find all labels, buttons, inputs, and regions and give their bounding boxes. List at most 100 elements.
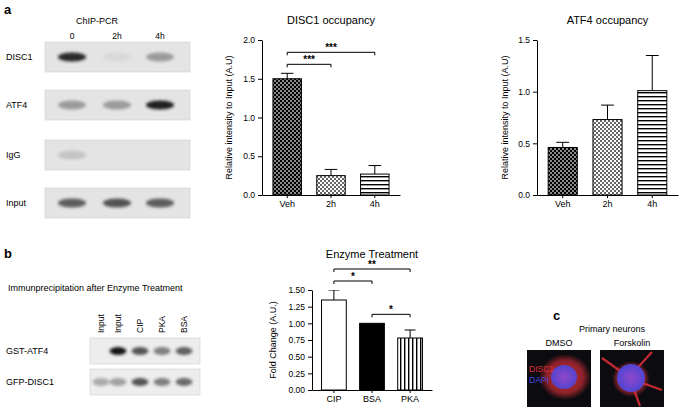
significance-label: * (389, 304, 393, 315)
lane-label: BSA (179, 316, 189, 333)
condition-label: Forskolin (614, 338, 651, 348)
lane-label: 4h (155, 31, 165, 41)
gel-band (176, 347, 193, 355)
y-tick-mark (308, 390, 312, 391)
x-tick: BSA (363, 390, 381, 404)
neurite (602, 352, 662, 406)
panel-label: b (4, 246, 12, 261)
gel-strip (45, 188, 190, 218)
gel-band (58, 199, 86, 208)
y-tick-label: 0.5 (518, 139, 530, 149)
y-tick-label: 1.5 (243, 74, 255, 84)
x-tick: 4h (370, 195, 380, 209)
gel-panel: bImmunprecipitation after Enzyme Treatme… (4, 246, 200, 395)
y-axis: 0.00 0.25 0.50 0.75 1.00 1.25 1.50 (288, 285, 312, 395)
bar (273, 79, 301, 195)
gel-band (154, 378, 171, 386)
y-tick-mark (258, 79, 262, 80)
figure: aChIP-PCR02h4hDISC1ATF4IgGInputbImmunpre… (0, 0, 685, 412)
y-tick-mark (533, 40, 537, 41)
chart-title: ATF4 occupancy (567, 14, 649, 26)
x-tick-label: 2h (326, 199, 336, 209)
gel-band (103, 53, 131, 62)
lane-label: CIP (135, 319, 145, 334)
chart-title: Enzyme Treatment (326, 248, 418, 260)
lane-label: 0 (70, 31, 75, 41)
y-tick: 1.5 (518, 35, 537, 45)
y-tick: 1.0 (243, 113, 262, 123)
bar-chart: 0.00.51.01.5Veh2h4hATF4 occupancyRelativ… (500, 14, 679, 209)
error-bar (328, 290, 339, 300)
y-tick-label: 0.75 (288, 335, 305, 345)
y-tick: 0.5 (518, 139, 537, 149)
plot-area (322, 290, 423, 390)
lane-label: Input (113, 313, 123, 333)
significance-label: *** (303, 54, 315, 65)
row-label: GFP-DISC1 (6, 377, 54, 387)
y-tick: 0.00 (288, 385, 312, 395)
x-tick-mark (410, 390, 411, 393)
gel-band (146, 53, 174, 62)
micrograph (600, 350, 664, 407)
y-tick: 0.25 (288, 369, 312, 379)
bar (361, 174, 389, 195)
stain-label: DISC1 (529, 364, 554, 374)
y-tick: 1.25 (288, 302, 312, 312)
y-tick: 0.5 (243, 151, 262, 161)
x-tick-label: 2h (602, 199, 612, 209)
stain-label: DAPI (529, 375, 549, 385)
gel-band (146, 199, 174, 208)
x-tick: PKA (401, 390, 419, 404)
x-tick-mark (652, 195, 653, 198)
condition-label: DMSO (546, 338, 573, 348)
bar (322, 300, 347, 390)
lane-label: 2h (112, 31, 122, 41)
gel-band (58, 53, 86, 62)
x-tick-mark (333, 390, 334, 393)
bar-chart: 0.000.250.500.751.001.251.50CIPBSAPKA***… (268, 248, 433, 404)
significance-label: * (351, 271, 355, 282)
y-tick-label: 0.50 (288, 352, 305, 362)
y-tick-mark (258, 118, 262, 119)
bar (398, 338, 423, 390)
y-tick-mark (308, 307, 312, 308)
x-tick-label: Veh (555, 199, 571, 209)
nucleus (617, 364, 645, 392)
y-tick-label: 1.0 (518, 87, 530, 97)
y-tick: 1.50 (288, 285, 312, 295)
error-bar (646, 56, 659, 91)
x-tick: 4h (647, 195, 657, 209)
panel-label: c (553, 308, 560, 323)
lane-label: Input (96, 313, 106, 333)
y-axis-title: Relative intensity to Input (A.U) (224, 55, 234, 179)
y-axis-line (312, 291, 313, 391)
gel-strip (45, 90, 190, 120)
bar (593, 120, 622, 195)
y-tick-label: 1.25 (288, 302, 305, 312)
y-axis-title: Fold Change (A.U.) (268, 301, 278, 379)
y-tick: 1.00 (288, 319, 312, 329)
x-tick-mark (607, 195, 608, 198)
y-tick-mark (258, 195, 262, 196)
x-tick: CIP (326, 390, 341, 404)
y-tick: 1.0 (518, 87, 537, 97)
panel-title: Primary neurons (579, 324, 646, 334)
cell-body (612, 361, 650, 397)
y-tick-mark (308, 340, 312, 341)
x-tick: Veh (279, 195, 295, 209)
y-tick: 0.0 (243, 190, 262, 200)
panel-label: a (4, 2, 12, 17)
gel-strip (45, 140, 190, 170)
error-bar (405, 330, 416, 338)
gel-band (103, 199, 131, 208)
x-tick-label: 4h (647, 199, 657, 209)
gel-panel: aChIP-PCR02h4hDISC1ATF4IgGInput (4, 2, 190, 218)
y-tick: 0.75 (288, 335, 312, 345)
y-tick-label: 2.0 (243, 35, 255, 45)
y-tick-mark (258, 156, 262, 157)
gel-title: ChIP-PCR (76, 16, 119, 26)
bar (548, 147, 577, 195)
y-tick-mark (308, 357, 312, 358)
y-tick-mark (533, 92, 537, 93)
x-tick-label: CIP (326, 394, 341, 404)
